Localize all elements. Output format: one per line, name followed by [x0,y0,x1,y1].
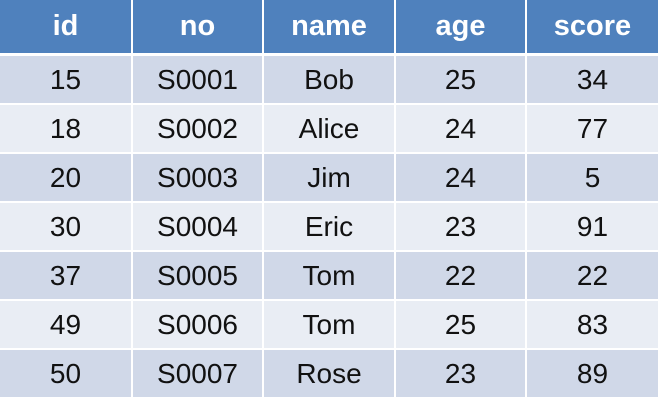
table-cell-score: 34 [527,56,658,105]
table-cell-name: Alice [264,105,396,154]
table-cell-name: Rose [264,350,396,399]
table-cell-no: S0003 [133,154,264,203]
column-header-name: name [264,0,396,56]
table-cell-age: 24 [396,154,527,203]
table-cell-no: S0002 [133,105,264,154]
table-cell-name: Tom [264,252,396,301]
table-cell-age: 22 [396,252,527,301]
table-cell-age: 23 [396,350,527,399]
table-cell-id: 37 [0,252,133,301]
table-cell-age: 23 [396,203,527,252]
table-cell-score: 83 [527,301,658,350]
table-cell-no: S0006 [133,301,264,350]
table-cell-id: 18 [0,105,133,154]
column-header-score: score [527,0,658,56]
table-cell-score: 77 [527,105,658,154]
table-cell-score: 22 [527,252,658,301]
table-cell-no: S0007 [133,350,264,399]
table-cell-age: 25 [396,301,527,350]
table-cell-no: S0001 [133,56,264,105]
table-cell-no: S0004 [133,203,264,252]
table-cell-score: 91 [527,203,658,252]
table-cell-name: Bob [264,56,396,105]
table-cell-name: Eric [264,203,396,252]
table-cell-id: 15 [0,56,133,105]
column-header-age: age [396,0,527,56]
column-header-id: id [0,0,133,56]
column-header-no: no [133,0,264,56]
table-cell-id: 49 [0,301,133,350]
table-cell-name: Tom [264,301,396,350]
table-cell-score: 89 [527,350,658,399]
table-cell-id: 50 [0,350,133,399]
table-cell-id: 30 [0,203,133,252]
table-cell-score: 5 [527,154,658,203]
table-cell-name: Jim [264,154,396,203]
table-cell-id: 20 [0,154,133,203]
table-cell-no: S0005 [133,252,264,301]
table-cell-age: 25 [396,56,527,105]
table-cell-age: 24 [396,105,527,154]
